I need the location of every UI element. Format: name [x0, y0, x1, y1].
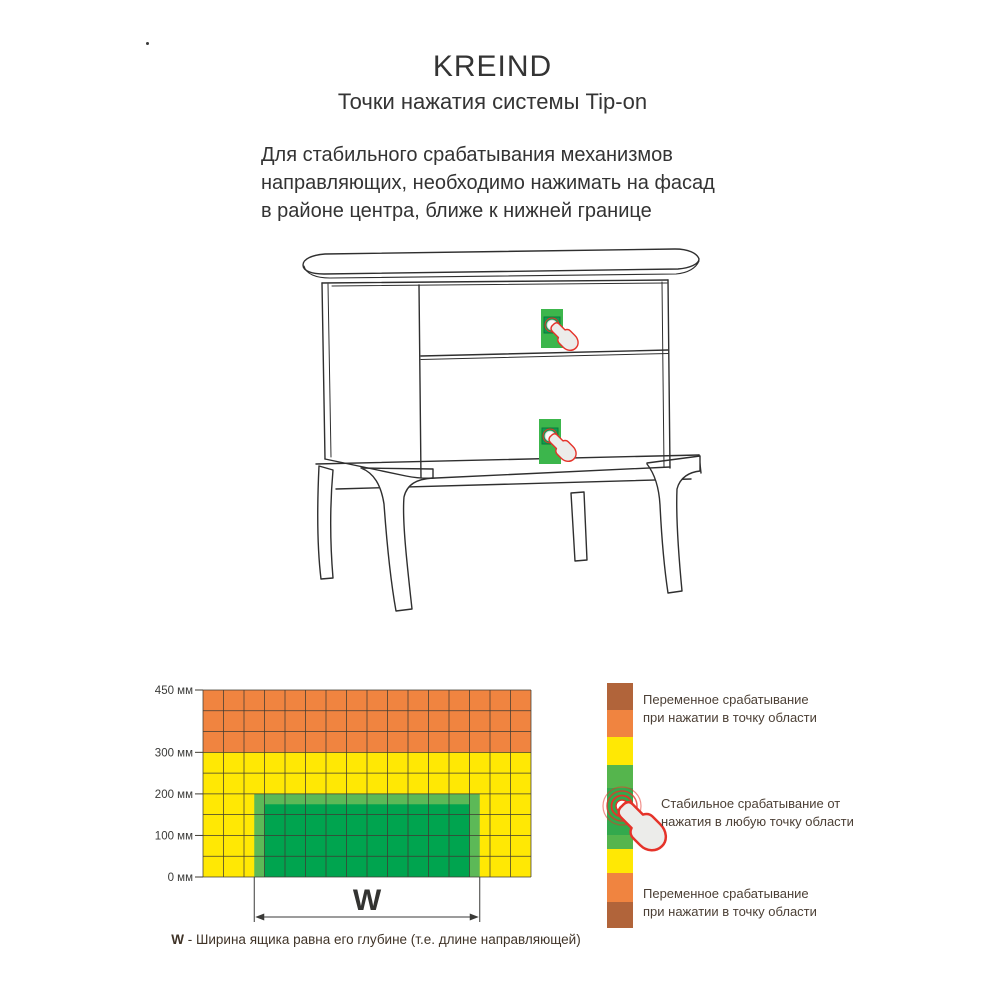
base-rail-top-edge: [315, 454, 700, 465]
legend-segment-yellow: [607, 737, 633, 765]
intro-line: Для стабильного срабатывания механизмов: [261, 144, 673, 166]
axis-tick-label: 450 мм: [155, 685, 193, 697]
caption-text: - Ширина ящика равна его глубине (т.е. д…: [184, 932, 581, 947]
leg-front-right: [646, 455, 701, 594]
leg-back-left: [317, 465, 334, 580]
intro-text: Для стабильного срабатывания механизмов …: [261, 141, 715, 225]
legend-tap-hand: [602, 786, 668, 852]
axis-tick-label: 0 мм: [168, 872, 193, 884]
legend-line: нажатия в любую точку области: [661, 813, 854, 829]
legend-line: Стабильное срабатывание от: [661, 796, 841, 811]
nightstand-drawing: [302, 248, 702, 612]
leg-front-left: [360, 467, 434, 612]
legend-item-stable: Стабильное срабатывание от нажатия в люб…: [661, 795, 854, 830]
page-subtitle: Точки нажатия системы Tip-on: [337, 89, 648, 114]
legend-line: при нажатии в точку области: [643, 709, 817, 725]
drawer-divider-lower: [420, 353, 669, 360]
axis-tick-label: 200 мм: [155, 789, 193, 801]
body-right-inner-edge: [661, 281, 665, 468]
tap-hand-icon: [617, 800, 668, 852]
legend-segment-yellow: [607, 849, 633, 873]
press-zone-chart: 450 мм 300 мм 200 мм 100 мм 0 мм W: [155, 685, 532, 922]
legend-segment-orange: [607, 873, 633, 902]
chart-caption: W - Ширина ящика равна его глубине (т.е.…: [150, 932, 602, 947]
tabletop-moulding: [303, 260, 700, 279]
legend-segment-brown: [607, 902, 633, 928]
legend-segment-legend_green: [607, 835, 633, 849]
axis-tick-label: 100 мм: [155, 830, 193, 842]
legend-segment-brown: [607, 683, 633, 710]
tabletop: [302, 248, 700, 275]
body-right-edge: [667, 279, 671, 469]
side-panel-inner-edge: [327, 283, 332, 458]
drawer-divider: [420, 349, 669, 357]
page-title: KREIND: [432, 50, 553, 83]
intro-line: в районе центра, ближе к нижней границе: [261, 200, 652, 222]
legend-segment-orange: [607, 710, 633, 737]
press-point-upper: [541, 309, 579, 352]
body-top-edge: [321, 279, 669, 284]
w-dimension-label: W: [353, 884, 382, 917]
front-left-stile: [418, 284, 422, 479]
w-arrowhead-right: [469, 913, 479, 921]
body-top-inner-edge: [331, 282, 668, 287]
side-panel-front-edge: [321, 282, 326, 460]
legend-line: Переменное срабатывание: [643, 692, 809, 707]
w-arrowhead-left: [255, 913, 265, 921]
print-speck: [146, 42, 149, 45]
caption-w: W: [171, 932, 185, 947]
leg-back-right: [570, 491, 588, 562]
legend-line: Переменное срабатывание: [643, 886, 809, 901]
intro-line: направляющих, необходимо нажимать на фас…: [261, 172, 715, 194]
ripple-middle: [606, 790, 638, 822]
legend-item-variable-upper: Переменное срабатывание при нажатии в то…: [643, 691, 817, 726]
legend-segment-legend_green: [607, 765, 633, 788]
press-point-lower: [539, 419, 577, 464]
legend-item-variable-lower: Переменное срабатывание при нажатии в то…: [643, 885, 817, 920]
ripple-outer: [602, 786, 642, 826]
legend-line: при нажатии в точку области: [643, 903, 817, 919]
axis-tick-label: 300 мм: [155, 747, 193, 759]
